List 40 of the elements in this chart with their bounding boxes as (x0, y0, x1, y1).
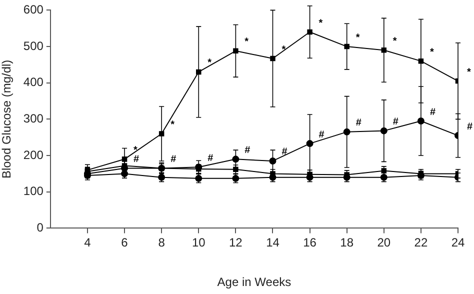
x-tick-label: 22 (414, 236, 428, 250)
annotation: * (134, 144, 138, 156)
x-tick-label: 6 (121, 236, 128, 250)
x-tick-label: 8 (158, 236, 166, 250)
y-tick-label: 200 (23, 148, 44, 162)
x-tick-label: 10 (192, 236, 206, 250)
annotation: * (430, 46, 434, 58)
annotation: * (244, 36, 249, 48)
y-tick-label: 300 (23, 112, 44, 126)
x-tick-label: 12 (229, 236, 243, 250)
annotation: * (282, 44, 286, 56)
y-tick-label: 400 (23, 75, 44, 90)
annotation: # (356, 118, 362, 129)
y-tick-label: 500 (23, 38, 44, 53)
x-tick-label: 14 (266, 236, 280, 250)
annotation: * (392, 36, 397, 47)
x-tick-label: 16 (303, 236, 317, 250)
annotation: # (244, 144, 251, 156)
x-tick-label: 20 (377, 236, 391, 250)
x-tick-label: 4 (84, 236, 92, 250)
annotation: # (430, 106, 436, 118)
x-tick-label: 24 (451, 236, 465, 250)
annotation: # (170, 154, 177, 165)
y-tick-label: 600 (23, 2, 44, 17)
y-axis-title: Blood Glucose (mg/dl) (0, 60, 14, 179)
x-axis-title: Age in Weeks (217, 275, 292, 290)
annotation: * (208, 58, 212, 69)
annotation: * (170, 119, 175, 130)
annotation: # (282, 146, 288, 158)
annotation: # (208, 152, 214, 164)
annotation: * (318, 18, 323, 29)
annotation: * (356, 32, 360, 44)
x-tick-label: 18 (340, 236, 354, 250)
annotation: # (467, 121, 473, 132)
y-tick-label: 100 (23, 184, 44, 198)
annotation: # (318, 129, 325, 140)
annotation: * (467, 66, 471, 78)
y-tick-label: 0 (36, 220, 44, 235)
annotation: # (134, 154, 140, 165)
annotation: # (392, 116, 399, 128)
